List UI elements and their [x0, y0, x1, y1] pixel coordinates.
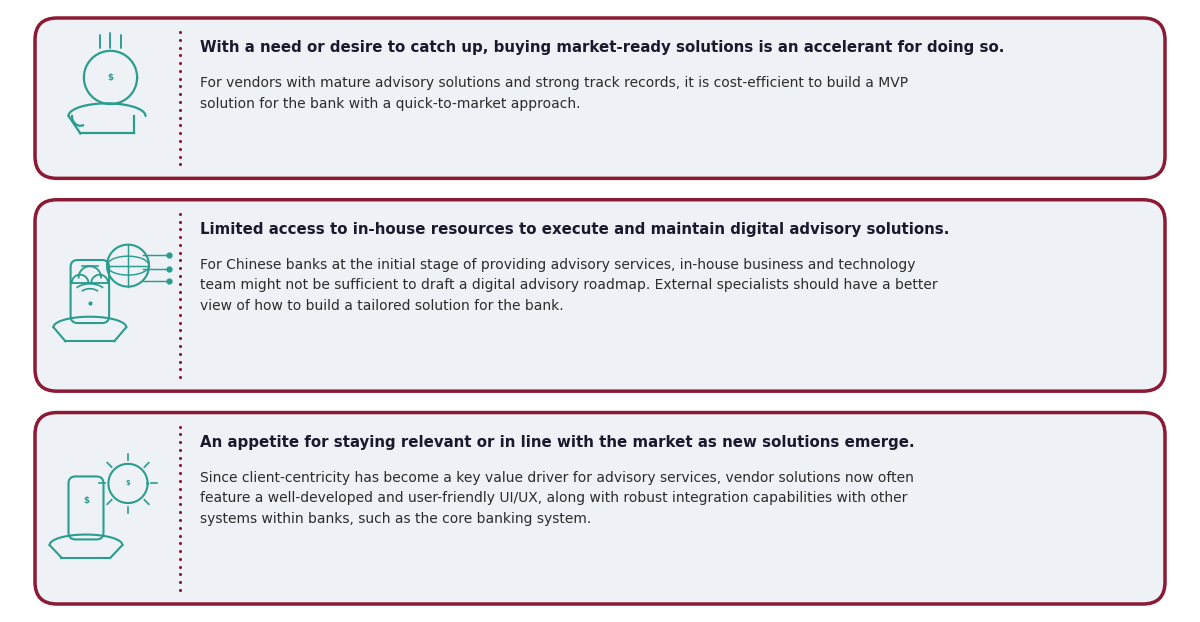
FancyBboxPatch shape: [35, 200, 1165, 391]
Point: [170, 522, 190, 532]
Point: [170, 50, 190, 60]
Point: [170, 27, 190, 37]
Point: [170, 445, 190, 455]
Point: [170, 152, 190, 162]
Text: $: $: [83, 496, 89, 506]
Point: [170, 554, 190, 564]
Point: [170, 570, 190, 580]
Point: [170, 546, 190, 556]
Point: [170, 460, 190, 470]
Point: [170, 216, 190, 226]
Text: An appetite for staying relevant or in line with the market as new solutions eme: An appetite for staying relevant or in l…: [200, 435, 914, 450]
Text: Since client-centricity has become a key value driver for advisory services, ven: Since client-centricity has become a key…: [200, 471, 914, 526]
Point: [170, 121, 190, 131]
Point: [170, 491, 190, 501]
Point: [170, 422, 190, 432]
Point: [170, 279, 190, 289]
Point: [170, 159, 190, 169]
Point: [170, 225, 190, 234]
Point: [170, 287, 190, 297]
Point: [170, 58, 190, 68]
Point: [170, 507, 190, 517]
Text: For Chinese banks at the initial stage of providing advisory services, in-house : For Chinese banks at the initial stage o…: [200, 258, 937, 313]
Point: [170, 105, 190, 115]
FancyBboxPatch shape: [35, 18, 1165, 179]
Point: [170, 585, 190, 595]
Point: [170, 318, 190, 328]
Point: [170, 144, 190, 154]
Point: [170, 248, 190, 258]
Point: [170, 90, 190, 100]
FancyBboxPatch shape: [35, 412, 1165, 604]
Point: [170, 531, 190, 541]
Point: [170, 349, 190, 359]
Point: [170, 97, 190, 107]
Point: [170, 476, 190, 486]
Point: [170, 364, 190, 374]
Point: [170, 429, 190, 439]
Text: Limited access to in-house resources to execute and maintain digital advisory so: Limited access to in-house resources to …: [200, 221, 949, 237]
Point: [170, 468, 190, 478]
Point: [170, 538, 190, 548]
Point: [170, 136, 190, 146]
Point: [170, 325, 190, 335]
Point: [170, 294, 190, 304]
Point: [170, 81, 190, 91]
Point: [170, 128, 190, 138]
Point: [170, 562, 190, 572]
Point: [170, 310, 190, 320]
Point: [170, 499, 190, 509]
Point: [170, 263, 190, 273]
Text: For vendors with mature advisory solutions and strong track records, it is cost-: For vendors with mature advisory solutio…: [200, 76, 908, 111]
Point: [170, 66, 190, 76]
Point: [170, 35, 190, 45]
Point: [170, 113, 190, 123]
Point: [170, 209, 190, 219]
Point: [170, 453, 190, 463]
Point: [170, 333, 190, 343]
Text: $: $: [108, 73, 114, 82]
Text: $: $: [126, 480, 131, 486]
Point: [170, 341, 190, 351]
Point: [170, 256, 190, 266]
Point: [170, 577, 190, 587]
Point: [170, 302, 190, 312]
Point: [170, 42, 190, 52]
Point: [170, 232, 190, 242]
Point: [170, 356, 190, 366]
Point: [170, 437, 190, 447]
Point: [170, 271, 190, 281]
Text: With a need or desire to catch up, buying market-ready solutions is an acceleran: With a need or desire to catch up, buyin…: [200, 40, 1004, 55]
Point: [170, 74, 190, 84]
Point: [170, 484, 190, 494]
Point: [170, 515, 190, 525]
Point: [170, 240, 190, 250]
Point: [170, 372, 190, 382]
